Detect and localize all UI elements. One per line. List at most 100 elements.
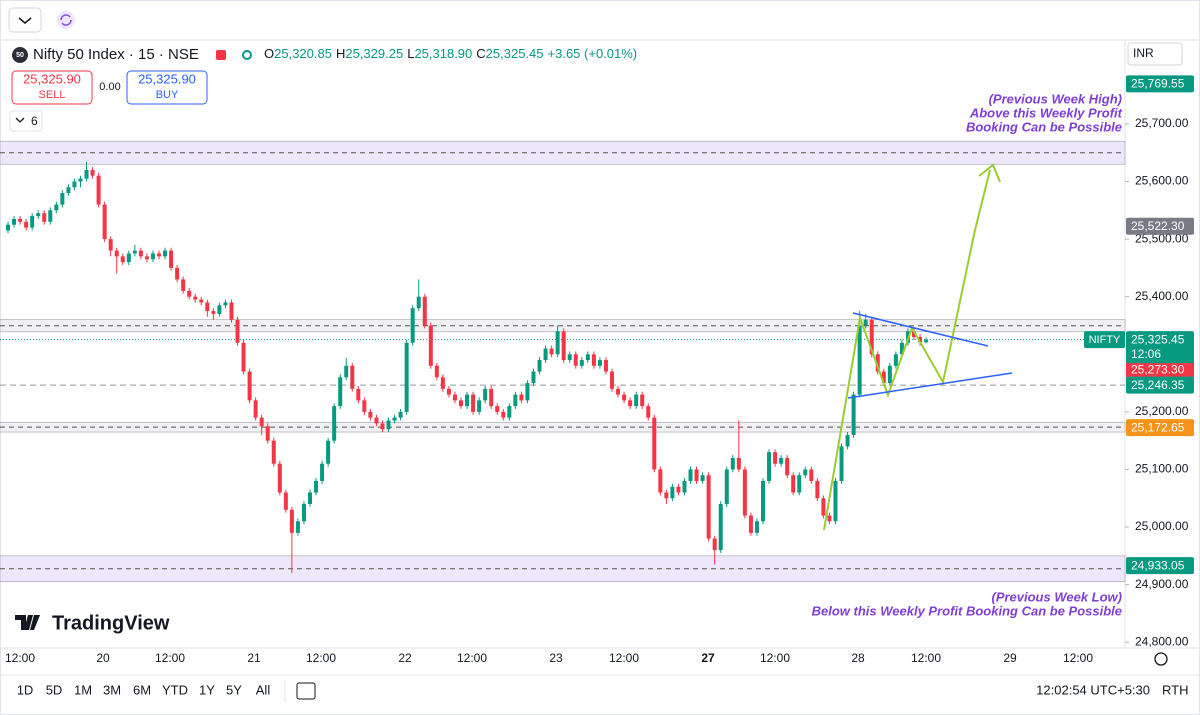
range-button[interactable]: YTD: [162, 682, 188, 697]
candle-body: [72, 181, 77, 188]
candle-body: [761, 480, 765, 522]
candle-body: [821, 498, 826, 516]
live-dot: [242, 50, 252, 60]
buy-label: BUY: [156, 89, 179, 101]
price-label: 25,769.55: [1131, 77, 1185, 91]
candle-body: [779, 457, 784, 464]
candle-body: [308, 492, 312, 505]
sync-icon[interactable]: [57, 11, 75, 29]
candle-body: [223, 302, 228, 306]
candle-body: [573, 354, 578, 366]
candle-body: [899, 342, 904, 355]
candle-body: [265, 426, 270, 441]
sell-button[interactable]: [11, 70, 93, 105]
candle-body: [845, 434, 850, 447]
l-label: L: [407, 46, 414, 61]
candle-body: [893, 354, 898, 366]
y-tick-label: 24,800.00: [1135, 634, 1189, 648]
candle-body: [754, 521, 759, 533]
range-button[interactable]: 1D: [17, 682, 34, 697]
candle-body: [851, 394, 856, 435]
y-tick-label: 24,900.00: [1135, 577, 1189, 591]
x-tick-label: 12:00: [5, 651, 35, 665]
l-value: 25,318.90: [414, 46, 472, 61]
range-button[interactable]: 5D: [46, 682, 63, 697]
candle-body: [235, 319, 240, 343]
candle-body: [350, 365, 355, 389]
candle-body: [205, 302, 210, 312]
indicators-count: 6: [31, 114, 38, 128]
price-label: 25,172.65: [1131, 420, 1185, 434]
symbol-logo: [12, 47, 28, 63]
candle-body: [24, 221, 29, 228]
candle-body: [332, 406, 337, 441]
currency-button[interactable]: [1127, 42, 1183, 66]
candle-body: [652, 417, 657, 470]
x-tick-label: 12:00: [1063, 651, 1093, 665]
candle-body: [78, 178, 83, 182]
candle-body: [380, 423, 385, 430]
candle-body: [48, 210, 53, 222]
candle-body: [918, 336, 923, 343]
indicators-toggle[interactable]: [9, 110, 43, 132]
candle-body: [773, 452, 778, 464]
price-label-box: [1126, 361, 1194, 379]
currency: INR: [1133, 46, 1154, 60]
candle-body: [803, 469, 808, 476]
candle-body: [700, 475, 705, 481]
settings-icon[interactable]: [1154, 652, 1168, 666]
o-label: O: [264, 46, 274, 61]
range-button[interactable]: All: [256, 682, 271, 697]
candle-body: [392, 417, 397, 421]
range-button[interactable]: 1M: [74, 682, 92, 697]
x-tick-label: 12:00: [306, 651, 336, 665]
price-label: 25,246.35: [1131, 378, 1185, 392]
range-button[interactable]: 3M: [103, 682, 121, 697]
forecast-arrow: [978, 163, 1001, 183]
chevron: [18, 17, 32, 24]
candle-body: [434, 365, 439, 378]
candle-body: [30, 216, 35, 228]
symbol-tag: NIFTY: [1089, 334, 1121, 346]
price-label: 25,325.45: [1131, 332, 1185, 346]
range-button[interactable]: 5Y: [226, 682, 242, 697]
candle-body: [241, 342, 246, 372]
candle-body: [857, 325, 862, 395]
candle-body: [108, 239, 113, 251]
range-button[interactable]: 1Y: [199, 682, 215, 697]
candle-body: [150, 253, 155, 260]
candle-body: [289, 509, 294, 533]
date-range-icon[interactable]: [296, 682, 316, 700]
candle-body: [144, 256, 149, 260]
x-tick-label: 12:00: [457, 651, 487, 665]
x-tick-label: 12:00: [609, 651, 639, 665]
candle-body: [839, 446, 844, 481]
candle-body: [543, 348, 548, 361]
candle-body: [525, 383, 530, 401]
toggle-chevron: [15, 117, 25, 123]
x-tick-label: 28: [851, 651, 865, 665]
candle-body: [163, 250, 168, 257]
candle-body: [597, 360, 602, 366]
plot: [0, 140, 1126, 583]
candle-body: [138, 250, 143, 257]
candle-body: [670, 486, 675, 499]
market-status: [216, 50, 226, 60]
range-button[interactable]: 6M: [133, 682, 151, 697]
candle-body: [114, 250, 119, 257]
candle-body: [247, 371, 252, 401]
candle-body: [815, 480, 820, 499]
annotation-low-1: (Previous Week Low): [991, 589, 1122, 604]
candle-body: [827, 515, 832, 522]
candle-body: [742, 469, 747, 516]
x-tick-label: 12:00: [760, 651, 790, 665]
menu-dropdown[interactable]: [8, 7, 42, 33]
candle-body: [320, 463, 325, 481]
buy-button[interactable]: [126, 70, 208, 105]
x-tick-label: 23: [549, 651, 563, 665]
c-value: 25,325.45: [486, 46, 544, 61]
candle-body: [567, 354, 572, 361]
y-tick-label: 25,600.00: [1135, 174, 1189, 188]
candle-body: [60, 193, 65, 205]
